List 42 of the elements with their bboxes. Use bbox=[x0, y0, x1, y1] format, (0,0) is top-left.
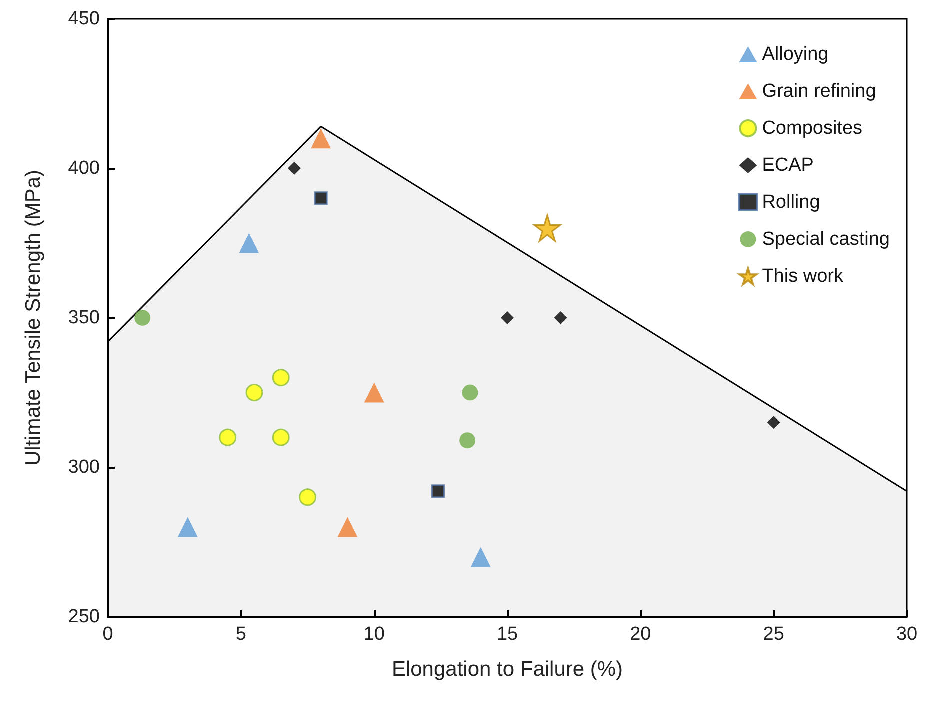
point bbox=[314, 192, 328, 206]
point bbox=[239, 233, 260, 254]
point bbox=[501, 312, 514, 324]
legend-label: Alloying bbox=[762, 44, 829, 65]
legend-label: ECAP bbox=[762, 155, 814, 176]
point bbox=[767, 416, 780, 430]
legend-label: Grain refining bbox=[762, 81, 876, 102]
x-axis-title: Elongation to Failure (%) bbox=[392, 658, 624, 681]
legend-label: This work bbox=[762, 266, 844, 287]
x-tick-label: 0 bbox=[102, 624, 114, 645]
x-tick-label: 30 bbox=[896, 624, 918, 645]
point bbox=[272, 369, 290, 387]
y-tick-label: 300 bbox=[68, 457, 100, 478]
y-axis-title: Ultimate Tensile Strength (MPa) bbox=[22, 170, 45, 466]
legend-label: Rolling bbox=[762, 192, 820, 213]
point bbox=[311, 128, 332, 149]
point bbox=[554, 312, 568, 324]
point bbox=[534, 214, 562, 242]
y-tick-label: 250 bbox=[68, 606, 100, 628]
point bbox=[462, 384, 478, 401]
point bbox=[432, 484, 446, 498]
point bbox=[460, 432, 476, 449]
x-tick-label: 10 bbox=[364, 624, 385, 645]
point bbox=[299, 488, 316, 506]
point bbox=[272, 428, 290, 446]
point bbox=[246, 384, 264, 402]
x-tick-label: 20 bbox=[630, 624, 652, 645]
y-tick-label: 450 bbox=[68, 8, 100, 30]
point bbox=[288, 162, 301, 175]
point bbox=[364, 382, 384, 403]
x-tick-label: 5 bbox=[236, 624, 246, 645]
point bbox=[470, 547, 491, 568]
x-tick-label: 15 bbox=[496, 624, 518, 645]
point bbox=[219, 428, 237, 446]
point bbox=[178, 517, 198, 538]
x-tick-label: 25 bbox=[763, 624, 784, 645]
point bbox=[338, 517, 358, 538]
y-tick-label: 350 bbox=[68, 308, 100, 328]
legend-label: Special casting bbox=[762, 229, 890, 250]
point bbox=[134, 310, 151, 326]
y-tick-label: 400 bbox=[68, 158, 100, 179]
legend-label: Composites bbox=[762, 118, 863, 139]
